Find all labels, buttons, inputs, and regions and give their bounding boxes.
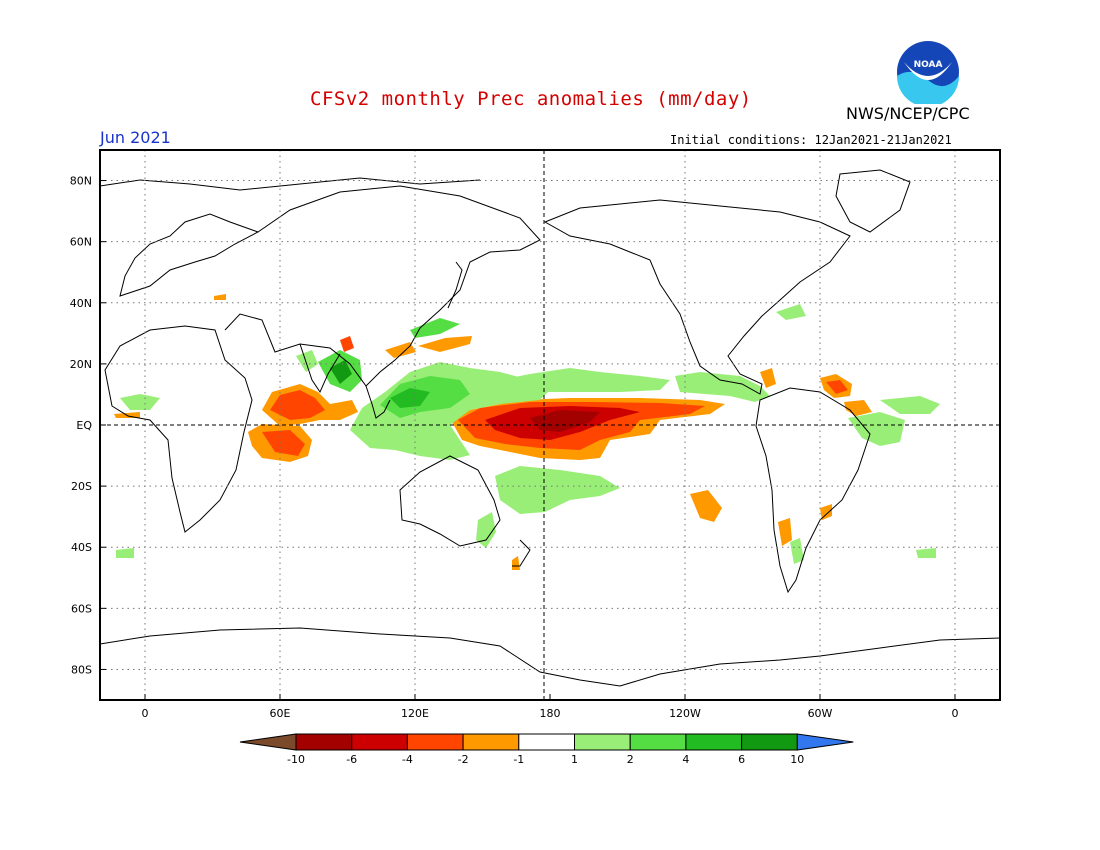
lat-tick-label: 60S xyxy=(71,602,92,615)
lat-tick-label: 20S xyxy=(71,480,92,493)
colorbar-label: -10 xyxy=(287,753,305,766)
anomaly-maritime-dark xyxy=(390,388,430,408)
coast-asia xyxy=(224,185,541,387)
colorbar-label: 6 xyxy=(738,753,745,766)
coast-africa xyxy=(104,325,253,533)
anomaly-brazil-green xyxy=(848,412,905,446)
colorbar-swatch xyxy=(629,733,687,751)
anomaly-asia-orange xyxy=(340,336,354,352)
colorbar-swatch xyxy=(406,733,464,751)
colorbar-label: 2 xyxy=(627,753,634,766)
lat-tick-label: 40N xyxy=(70,297,92,310)
lat-tick-label: 40S xyxy=(71,541,92,554)
valid-month-label: Jun 2021 xyxy=(100,128,171,147)
anomaly-atl-eq-green xyxy=(880,396,940,414)
anomaly-shading xyxy=(114,294,940,570)
coast-arctic xyxy=(100,177,481,191)
lat-tick-label: 20N xyxy=(70,358,92,371)
lon-labels: 0 60E 120E 180 120W 60W 0 xyxy=(142,694,959,720)
coast-greenland xyxy=(835,169,911,233)
anomaly-pacific-core xyxy=(530,410,600,432)
coast-japan xyxy=(447,261,463,309)
colorbar-left-triangle xyxy=(239,733,297,751)
colorbar-label: -2 xyxy=(458,753,469,766)
lat-labels: 80N 60N 40N 20N EQ 20S 40S 60S 80S xyxy=(70,175,106,676)
colorbar-swatch xyxy=(574,733,631,751)
noaa-logo-text: NOAA xyxy=(914,60,943,70)
lon-tick-label: 0 xyxy=(952,707,959,720)
coast-nz xyxy=(512,539,531,567)
anomaly-s-indian-green xyxy=(116,548,134,558)
coast-antarctica xyxy=(100,627,1000,687)
coast-europe xyxy=(119,213,260,297)
anomaly-atlantic-red xyxy=(826,380,848,394)
colorbar-right-triangle xyxy=(796,733,854,751)
anomaly-uruguay-orange xyxy=(820,504,832,520)
lon-tick-label: 60W xyxy=(808,707,833,720)
coast-north-america xyxy=(543,199,851,395)
coast-south-america xyxy=(755,387,871,594)
lon-tick-label: 120W xyxy=(669,707,701,720)
agency-label: NWS/NCEP/CPC xyxy=(846,104,970,123)
anomaly-s-atlantic-green xyxy=(916,548,936,558)
lon-tick-label: 120E xyxy=(401,707,429,720)
anomaly-africa-west-green xyxy=(120,394,160,410)
anomaly-japan-orange xyxy=(418,336,472,352)
lon-tick-label: 0 xyxy=(142,707,149,720)
anomaly-mediterranean-orange xyxy=(214,294,226,300)
anomaly-indian-south-red xyxy=(262,430,305,456)
anomaly-atlantic-orange2 xyxy=(844,400,872,416)
coastlines xyxy=(100,169,1000,687)
anomaly-cam-orange xyxy=(760,368,776,388)
anomaly-indian-north-red xyxy=(270,390,325,420)
anomaly-japan-green xyxy=(410,318,460,338)
anomaly-sa-green xyxy=(790,538,804,564)
lon-tick-label: 180 xyxy=(540,707,561,720)
colorbar: -10 -6 -4 -2 -1 1 2 4 6 10 xyxy=(239,733,854,766)
anomaly-sa-orange xyxy=(690,490,722,522)
colorbar-label: -1 xyxy=(513,753,524,766)
anomaly-spac-green xyxy=(495,466,620,514)
coast-seasia xyxy=(365,385,391,419)
colorbar-label: -4 xyxy=(402,753,413,766)
anomaly-chile-orange xyxy=(778,518,792,546)
anomaly-nz-orange xyxy=(512,556,520,570)
anomaly-china-orange xyxy=(385,342,416,358)
colorbar-swatch xyxy=(518,733,575,751)
coast-australia xyxy=(399,455,501,547)
anomaly-npac-green xyxy=(480,368,670,392)
colorbar-label: 4 xyxy=(682,753,689,766)
coast-india xyxy=(299,343,341,394)
anomaly-spac-green2 xyxy=(476,512,496,548)
lat-tick-label: 80N xyxy=(70,175,92,188)
noaa-logo: NOAA xyxy=(897,41,959,104)
colorbar-swatch xyxy=(685,733,743,751)
lat-tick-label: EQ xyxy=(76,419,92,432)
lat-tick-label: 60N xyxy=(70,236,92,249)
anomaly-bay-bengal-dark xyxy=(330,360,352,384)
colorbar-label: 10 xyxy=(790,753,804,766)
colorbar-label: -6 xyxy=(346,753,357,766)
anomaly-arabian-green xyxy=(296,350,318,372)
colorbar-label: 1 xyxy=(571,753,578,766)
initial-conditions-label: Initial conditions: 12Jan2021-21Jan2021 xyxy=(670,133,952,147)
lat-tick-label: 80S xyxy=(71,663,92,676)
colorbar-swatch xyxy=(351,733,408,751)
chart-title: CFSv2 monthly Prec anomalies (mm/day) xyxy=(310,88,752,110)
colorbar-swatch xyxy=(295,733,353,751)
lon-tick-label: 60E xyxy=(270,707,291,720)
anomaly-cam-green xyxy=(675,372,770,402)
anomaly-east-us-green xyxy=(776,304,806,320)
colorbar-swatch xyxy=(462,733,520,751)
colorbar-swatch xyxy=(741,733,798,751)
